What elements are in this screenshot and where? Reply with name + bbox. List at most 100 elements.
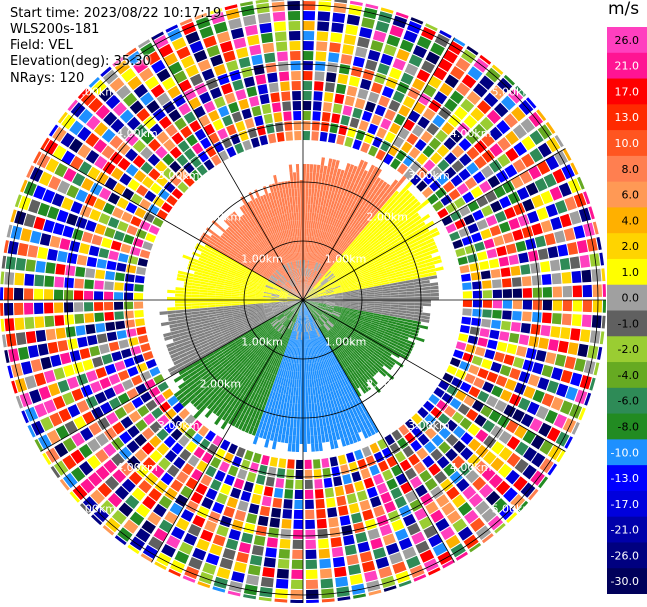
signal-gate xyxy=(286,311,293,318)
noise-gate xyxy=(294,499,303,509)
signal-gate xyxy=(321,314,329,321)
noise-gate xyxy=(95,366,107,379)
noise-gate xyxy=(94,391,107,404)
noise-gate xyxy=(35,260,46,273)
noise-gate xyxy=(43,399,57,414)
signal-gate xyxy=(269,374,275,383)
signal-gate xyxy=(272,349,278,358)
noise-gate xyxy=(433,67,448,81)
signal-gate xyxy=(319,327,324,335)
signal-gate xyxy=(365,348,373,356)
signal-gate xyxy=(375,168,382,177)
noise-gate xyxy=(348,461,359,473)
signal-gate xyxy=(319,361,324,370)
signal-gate xyxy=(274,349,279,358)
noise-gate xyxy=(452,518,467,533)
noise-gate xyxy=(259,505,271,517)
signal-gate xyxy=(367,358,375,366)
signal-gate xyxy=(289,313,295,321)
signal-gate xyxy=(287,311,293,319)
noise-gate xyxy=(332,103,343,114)
noise-gate xyxy=(143,115,157,130)
signal-gate xyxy=(309,277,313,286)
signal-gate xyxy=(356,246,364,254)
signal-gate xyxy=(318,318,324,325)
signal-gate xyxy=(279,298,288,300)
noise-gate xyxy=(212,534,226,547)
signal-gate xyxy=(180,385,189,393)
noise-gate xyxy=(152,196,165,208)
noise-gate xyxy=(87,438,101,453)
signal-gate xyxy=(303,220,305,229)
signal-gate xyxy=(350,291,359,294)
noise-gate xyxy=(474,414,487,427)
noise-gate xyxy=(98,213,111,225)
noise-gate xyxy=(470,107,485,122)
signal-gate xyxy=(314,311,321,317)
signal-gate xyxy=(307,339,310,348)
signal-gate xyxy=(294,379,297,388)
signal-gate xyxy=(309,252,312,261)
noise-gate xyxy=(229,69,242,82)
noise-gate xyxy=(316,508,326,519)
signal-gate xyxy=(263,362,269,371)
signal-gate xyxy=(318,302,327,304)
noise-gate xyxy=(511,277,522,287)
signal-gate xyxy=(341,309,350,313)
signal-gate xyxy=(268,423,274,433)
signal-gate xyxy=(303,300,306,308)
signal-gate xyxy=(175,290,184,294)
noise-gate xyxy=(208,109,220,122)
noise-gate xyxy=(450,66,465,80)
signal-gate xyxy=(247,306,256,309)
signal-gate xyxy=(313,321,319,329)
noise-gate xyxy=(346,14,361,26)
signal-gate xyxy=(325,308,334,312)
signal-gate xyxy=(315,378,320,387)
signal-gate xyxy=(355,415,362,425)
noise-gate xyxy=(242,139,252,151)
signal-gate xyxy=(349,418,356,427)
signal-gate xyxy=(338,318,346,323)
signal-gate xyxy=(303,292,306,300)
noise-gate xyxy=(460,98,475,113)
noise-gate xyxy=(29,167,44,183)
signal-gate xyxy=(310,298,319,300)
noise-gate xyxy=(158,519,173,533)
noise-gate xyxy=(29,389,42,404)
noise-gate xyxy=(141,520,156,534)
signal-gate xyxy=(324,232,329,241)
noise-gate xyxy=(163,181,176,194)
signal-gate xyxy=(425,220,435,228)
signal-gate xyxy=(388,275,397,280)
signal-gate xyxy=(214,416,222,426)
noise-gate xyxy=(424,441,437,454)
signal-gate xyxy=(344,322,353,328)
signal-gate xyxy=(182,340,191,346)
signal-gate xyxy=(360,403,367,413)
signal-gate xyxy=(204,329,213,335)
noise-gate xyxy=(456,183,469,195)
signal-gate xyxy=(210,343,219,350)
signal-gate xyxy=(311,270,316,278)
noise-gate xyxy=(157,381,169,393)
signal-gate xyxy=(414,311,423,316)
signal-gate xyxy=(307,268,310,277)
signal-gate xyxy=(235,321,244,326)
noise-gate xyxy=(471,232,483,243)
signal-gate xyxy=(305,284,309,293)
signal-gate xyxy=(412,247,422,254)
signal-gate xyxy=(193,375,202,383)
noise-gate xyxy=(255,0,269,4)
signal-gate xyxy=(248,425,255,435)
noise-gate xyxy=(539,440,554,455)
signal-gate xyxy=(308,395,312,404)
signal-gate xyxy=(238,342,246,349)
signal-gate xyxy=(314,237,318,246)
signal-gate xyxy=(271,330,278,338)
signal-gate xyxy=(295,300,303,302)
noise-gate xyxy=(562,285,572,298)
signal-gate xyxy=(247,328,256,334)
noise-gate xyxy=(463,509,479,524)
signal-gate xyxy=(357,262,366,268)
